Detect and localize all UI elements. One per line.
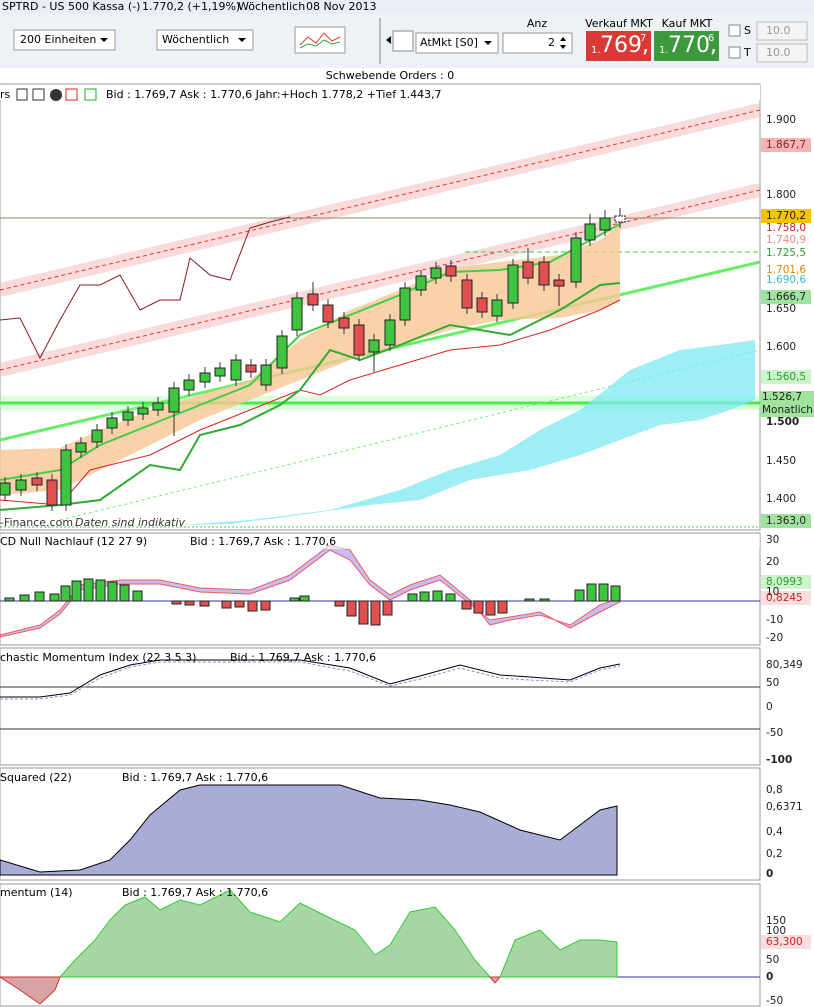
panel-title: mentum (14)	[0, 886, 73, 899]
axis-label: -20	[766, 632, 783, 644]
axis-label: 1.666,7	[766, 291, 806, 303]
axis-label: 0	[766, 971, 773, 983]
checkbox-t[interactable]	[728, 46, 741, 59]
price: 1.770,2 (+1,19%)	[142, 0, 240, 13]
axis-label: 0	[766, 868, 773, 880]
qty: 2	[548, 36, 555, 49]
sell-prefix: 1.	[591, 45, 601, 56]
axis-label: 1.725,5	[766, 247, 806, 259]
period: Wöchentlich	[238, 0, 305, 13]
axis-label: 1.900	[766, 114, 796, 126]
order-type: AtMkt [S0]	[420, 36, 478, 49]
buy-prefix: 1.	[659, 45, 669, 56]
axis-label: 20	[766, 556, 779, 568]
axis-label: 10	[766, 586, 779, 598]
buy-main: 770,	[668, 33, 717, 58]
period-dropdown[interactable]: Wöchentlich	[156, 29, 254, 51]
axis-label: 1.560,5	[766, 371, 806, 383]
panel-info: Bid : 1.769,7 Ask : 1.770,6	[190, 535, 336, 548]
panel-info: Bid : 1.769,7 Ask : 1.770,6 Jahr:+Hoch 1…	[106, 88, 442, 101]
panel-info: Bid : 1.769,7 Ask : 1.770,6	[122, 886, 268, 899]
check-s-label: S	[744, 24, 751, 37]
price-axis: 1.900 1.867,7 1.800 1.770,2 1.758,0 1.74…	[760, 114, 814, 528]
axis-label: 1.800	[766, 189, 796, 201]
date: 08 Nov 2013	[306, 0, 376, 13]
sell-sup: 7	[640, 33, 646, 44]
check-t-label: T	[743, 46, 751, 59]
axis-label: -50	[766, 995, 783, 1007]
panel-title: rs	[0, 88, 11, 101]
axis-label: 80,349	[766, 659, 803, 671]
panel-info: Bid : 1.769,7 Ask : 1.770,6	[122, 771, 268, 784]
period-select: Wöchentlich	[162, 33, 229, 46]
settings-button[interactable]	[392, 30, 414, 52]
axis-label: 1.867,7	[766, 139, 806, 151]
sell-main: 769,	[600, 33, 649, 58]
axis-label: 1.500	[766, 416, 799, 428]
buy-button[interactable]: 1. 770, 6	[654, 31, 719, 61]
separator	[379, 18, 381, 64]
watermark: -Finance.com	[0, 516, 73, 529]
chart-type-button[interactable]	[294, 26, 346, 54]
units-dropdown[interactable]: 200 Einheiten	[13, 29, 116, 51]
axis-label: 63,300	[766, 936, 803, 948]
sell-label: Verkauf MKT	[585, 17, 653, 30]
axis-label: 1.758,0	[766, 222, 806, 234]
momentum-panel: mentum (14) Bid : 1.769,7 Ask : 1.770,6 …	[0, 883, 811, 1007]
axis-label: 1.363,0	[766, 515, 806, 527]
r-squared-panel: Squared (22) Bid : 1.769,7 Ask : 1.770,6…	[0, 767, 803, 881]
title-bar	[0, 0, 814, 14]
axis-label: 50	[766, 677, 779, 689]
panel-title: Squared (22)	[0, 771, 72, 784]
buy-sup: 6	[708, 33, 714, 44]
smi-panel: chastic Momentum Index (22 3 5 3) Bid : …	[0, 647, 803, 766]
axis-label: 0,4	[766, 826, 783, 838]
axis-label: 0,2	[766, 848, 783, 860]
pending-orders: Schwebende Orders : 0	[326, 69, 454, 82]
axis-label: -100	[766, 754, 792, 766]
axis-label: 100	[766, 925, 786, 937]
axis-label: 1.400	[766, 493, 796, 505]
qty-input[interactable]: 2	[502, 32, 573, 54]
axis-label: 50	[766, 954, 779, 966]
panel-title: chastic Momentum Index (22 3 5 3)	[0, 651, 196, 664]
s-value: 10.0	[766, 24, 791, 37]
axis-label: 1.701,6	[766, 264, 806, 276]
buy-label: Kauf MKT	[662, 17, 713, 30]
axis-label: 150	[766, 915, 786, 927]
axis-label: 30	[766, 534, 779, 546]
axis-label: 0,8	[766, 784, 783, 796]
price-panel: rs Bid : 1.769,7 Ask : 1.770,6 Jahr:+Hoc…	[0, 83, 762, 531]
axis-label: 0,6371	[766, 801, 803, 813]
axis-label: 1.740,9	[766, 234, 806, 246]
axis-label: 1.600	[766, 341, 796, 353]
axis-label: 1.650	[766, 303, 796, 315]
axis-label: 8,0993	[766, 576, 803, 588]
t-input[interactable]	[756, 43, 808, 63]
s-input[interactable]	[756, 21, 808, 41]
panel-info: Bid : 1.769,7 Ask : 1.770,6	[230, 651, 376, 664]
expand-icon[interactable]	[386, 36, 391, 44]
axis-label: 1.526,7	[762, 391, 802, 403]
panel-title: CD Null Nachlauf (12 27 9)	[0, 535, 147, 548]
units: 200 Einheiten	[20, 33, 96, 46]
axis-label: -10	[766, 614, 783, 626]
sell-button[interactable]: 1. 769, 7	[586, 31, 651, 61]
axis-label: 0	[766, 701, 773, 713]
note: Daten sind indikativ	[75, 516, 186, 529]
instrument: SPTRD - US 500 Kassa (-)	[2, 0, 140, 13]
axis-label: -50	[766, 727, 783, 739]
axis-label: 1.770,2	[766, 210, 806, 222]
checkbox-s[interactable]	[728, 24, 741, 37]
axis-label: 0,8245	[766, 592, 803, 604]
axis-label: 1.690,6	[766, 274, 806, 286]
axis-label: Monatlich	[762, 404, 813, 416]
t-value: 10.0	[766, 46, 791, 59]
qty-label: Anz	[527, 17, 547, 30]
axis-label: 1.450	[766, 455, 796, 467]
order-type-dropdown[interactable]: AtMkt [S0]	[415, 32, 499, 54]
macd-panel: CD Null Nachlauf (12 27 9) Bid : 1.769,7…	[0, 532, 811, 646]
